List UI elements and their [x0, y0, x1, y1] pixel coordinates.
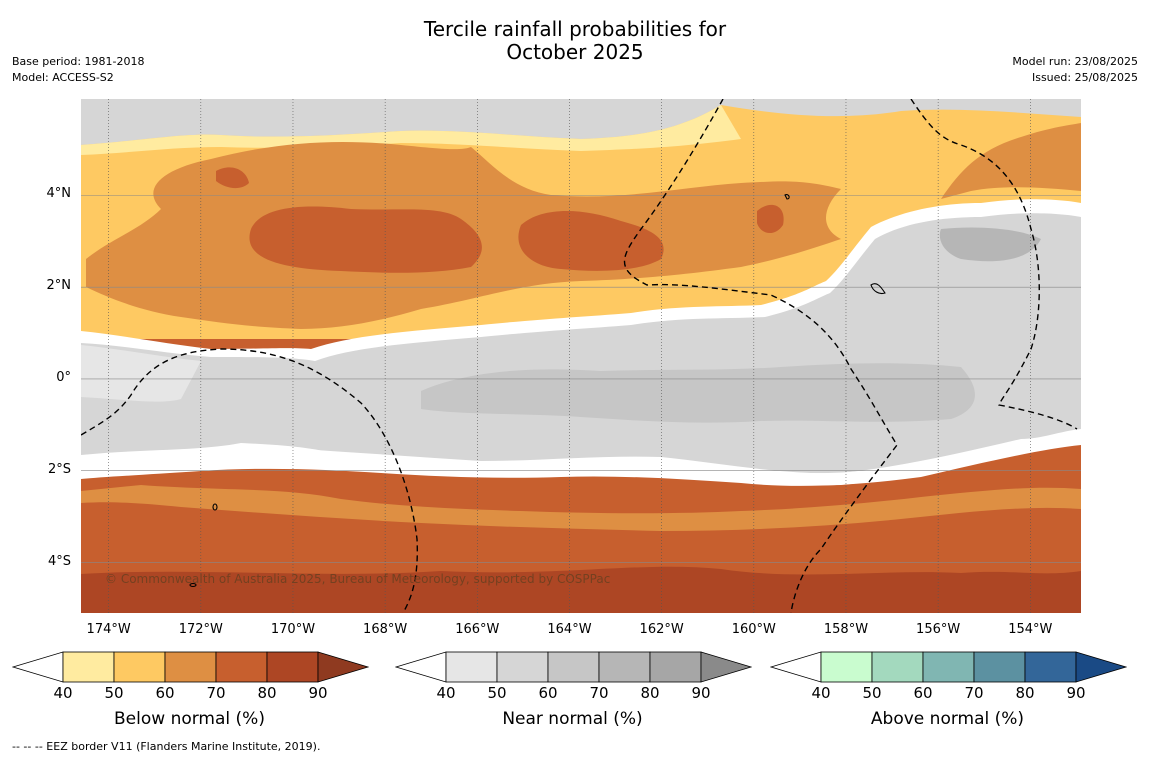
- colorbar-title: Below normal (%): [114, 709, 265, 729]
- map-canvas: [81, 99, 1081, 613]
- model-name: Model: ACCESS-S2: [12, 71, 114, 84]
- meta-left: Base period: 1981-2018 Model: ACCESS-S2: [12, 54, 144, 86]
- colorbar-tick-label: 50: [487, 684, 507, 702]
- near-40-west: [81, 345, 201, 402]
- colorbar-segment: [164, 651, 217, 683]
- colorbar-title: Near normal (%): [502, 709, 643, 729]
- near-band-south-edge: [81, 435, 1081, 486]
- colorbar-tick-label: 80: [257, 684, 277, 702]
- colorbar-segment: [598, 651, 651, 683]
- longitude-label: 174°W: [86, 622, 131, 637]
- below-60-northeast: [941, 123, 1081, 199]
- colorbar-segment: [215, 651, 268, 683]
- colorbar-1: [12, 651, 369, 683]
- longitude-label: 156°W: [916, 622, 961, 637]
- below-80-south: [81, 566, 1081, 613]
- colorbar-tick-label: 60: [155, 684, 175, 702]
- probability-map: [81, 99, 1081, 613]
- colorbar-segment: [649, 651, 702, 683]
- island-4: [189, 582, 197, 588]
- latitude-label: 4°S: [47, 553, 71, 569]
- colorbar-tick-label: 40: [53, 684, 73, 702]
- longitude-label: 160°W: [731, 622, 776, 637]
- eez-border-west: [81, 348, 419, 613]
- colorbar-3: [770, 651, 1127, 683]
- colorbar-tick-label: 80: [640, 684, 660, 702]
- colorbar-tick-label: 80: [1015, 684, 1035, 702]
- colorbar-tick-label: 50: [104, 684, 124, 702]
- island-2: [784, 194, 790, 200]
- longitude-label: 170°W: [270, 622, 316, 637]
- below-70-west: [249, 206, 482, 273]
- colorbar-segment: [113, 651, 166, 683]
- longitude-label: 158°W: [823, 622, 869, 637]
- below-70-central: [518, 210, 664, 271]
- longitude-label: 166°W: [455, 622, 500, 637]
- colorbar-segment: [871, 651, 924, 683]
- grid-lines: [81, 99, 1081, 613]
- near-70-patch: [939, 227, 1041, 262]
- colorbar-tick-label: 90: [308, 684, 328, 702]
- longitude-label: 162°W: [639, 622, 684, 637]
- colorbar-tick-label: 90: [691, 684, 711, 702]
- longitude-label: 164°W: [547, 622, 592, 637]
- colorbar-under-triangle: [395, 651, 447, 683]
- longitude-label: 154°W: [1008, 622, 1053, 637]
- below-40-north: [81, 105, 741, 155]
- colorbar-tick-label: 90: [1066, 684, 1086, 702]
- colorbar-tick-label: 70: [964, 684, 984, 702]
- colorbar-2: [395, 651, 752, 683]
- islands: [189, 194, 886, 588]
- below-70-patch-2: [757, 204, 784, 234]
- colorbar-segment: [62, 651, 115, 683]
- latitude-label: 4°N: [46, 186, 72, 202]
- eez-borders: [81, 99, 1078, 613]
- latitude-label: 0°: [56, 369, 71, 385]
- colorbar-over-triangle: [317, 651, 369, 683]
- colorbar-segment: [922, 651, 975, 683]
- latitude-label: 2°N: [46, 278, 72, 294]
- below-60-south: [81, 485, 1081, 531]
- colorbar-under-triangle: [770, 651, 822, 683]
- longitude-label: 168°W: [363, 622, 408, 637]
- colorbar-tick-label: 40: [436, 684, 456, 702]
- colorbar-segment: [496, 651, 549, 683]
- title-line-1: Tercile rainfall probabilities for: [423, 17, 727, 41]
- below-70-patch: [216, 167, 249, 189]
- eez-footnote: -- -- -- EEZ border V11 (Flanders Marine…: [12, 740, 321, 753]
- copyright-credit: © Commonwealth of Australia 2025, Bureau…: [105, 572, 611, 586]
- colorbar-title: Above normal (%): [870, 709, 1025, 729]
- colorbar-segment: [445, 651, 498, 683]
- longitude-label: 172°W: [178, 622, 223, 637]
- base-period: Base period: 1981-2018: [12, 55, 145, 68]
- latitude-label: 2°S: [47, 461, 71, 477]
- colorbar-tick-label: 50: [862, 684, 882, 702]
- colorbar-segment: [266, 651, 319, 683]
- colorbar-tick-label: 60: [913, 684, 933, 702]
- colorbar-segment: [973, 651, 1026, 683]
- colorbar-segment: [547, 651, 600, 683]
- colorbar-tick-label: 40: [811, 684, 831, 702]
- colorbar-under-triangle: [12, 651, 64, 683]
- eez-border-center: [623, 99, 898, 613]
- colorbar-over-triangle: [700, 651, 752, 683]
- map-title: Tercile rainfall probabilities for Octob…: [0, 18, 1150, 64]
- model-run: Model run: 23/08/2025: [1012, 55, 1138, 68]
- issued-date: Issued: 25/08/2025: [1031, 71, 1138, 84]
- colorbar-tick-label: 70: [589, 684, 609, 702]
- near-north-edge: [81, 99, 1081, 145]
- colorbar-tick-label: 60: [538, 684, 558, 702]
- colorbar-segment: [1024, 651, 1077, 683]
- island-3: [212, 503, 218, 511]
- colorbar-tick-label: 70: [206, 684, 226, 702]
- colorbar-over-triangle: [1075, 651, 1127, 683]
- colorbar-segment: [820, 651, 873, 683]
- meta-right: Model run: 23/08/2025 Issued: 25/08/2025: [1012, 54, 1138, 86]
- island-1: [870, 283, 886, 295]
- eez-border-east: [910, 99, 1078, 430]
- title-line-2: October 2025: [506, 40, 644, 64]
- near-60-band: [421, 363, 975, 423]
